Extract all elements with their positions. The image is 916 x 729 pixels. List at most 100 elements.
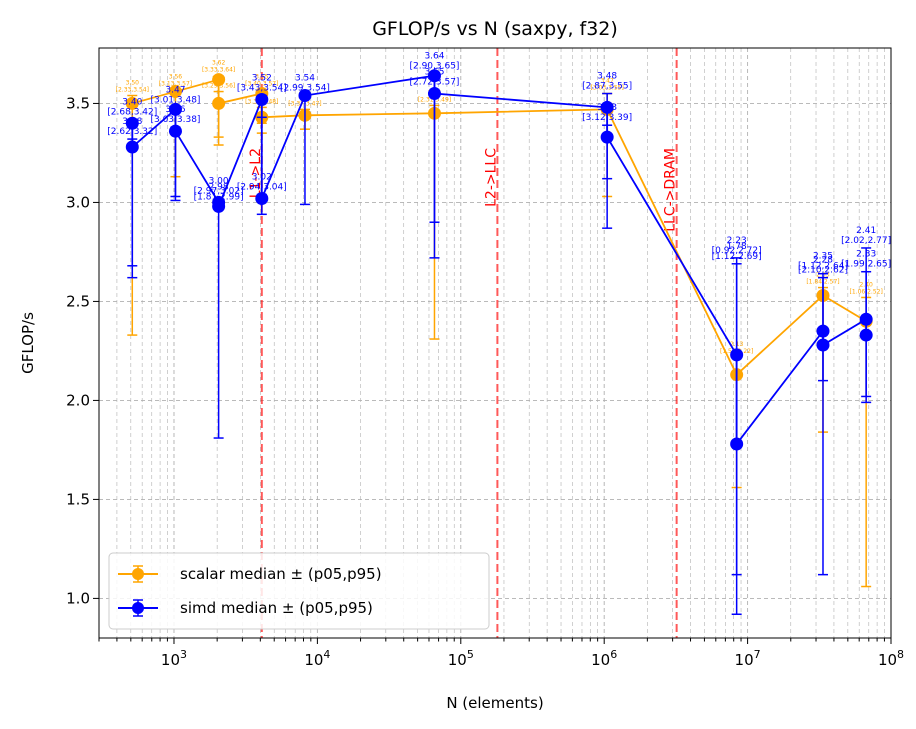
data-point [168,124,182,138]
legend-entry-scalar: scalar median ± (p05,p95) [118,565,382,583]
data-point [255,92,269,106]
legend-box [108,552,490,630]
data-label: 3.50 [212,76,226,83]
data-interval-label: [1.81,2.99] [194,192,244,202]
data-interval-label: [2.62,3.32] [107,127,157,137]
data-point [859,328,873,342]
data-interval-label: [3.13,3.57] [159,81,192,88]
data-label: 3.47 [165,85,185,95]
data-interval-label: [2.87,3.55] [582,82,632,92]
data-label: 3.40 [122,97,142,107]
data-point [212,73,226,87]
data-point [816,338,830,352]
data-interval-label: [3.43,3.54] [237,84,287,94]
data-point [212,96,226,110]
data-interval-label: [2.97,3.02] [194,186,244,196]
data-point [168,102,182,116]
y-axis-label: GFLOP/s [19,312,37,374]
data-point [125,116,139,130]
series-simd: 3.40[2.68,3.42]3.28[2.62,3.32]3.47[3.01,… [107,52,891,615]
data-interval-label: [3.01,3.48] [150,95,200,105]
data-label: 2.41 [856,226,876,236]
data-interval-label: [3.33,3.64] [202,67,235,74]
data-label: 2.33 [856,250,876,260]
x-tick-label: 104 [304,648,330,669]
data-point [125,140,139,154]
data-label: 2.35 [813,252,833,262]
data-label: 3.64 [424,52,444,62]
data-label: 3.50 [126,80,140,87]
data-interval-label: [2.10,2.62] [798,266,848,276]
cache-boundary-label: L1->L2 [248,148,264,198]
data-point [255,191,269,205]
y-tick-label: 2.5 [66,292,90,310]
data-point [730,437,744,451]
data-point [600,130,614,144]
data-point [298,89,312,103]
data-label: 3.47 [600,78,614,85]
data-interval-label: [1.12,2.69] [712,252,762,262]
data-point [427,87,441,101]
y-tick-label: 1.5 [66,490,90,508]
data-point [600,100,614,114]
data-label: 3.28 [122,117,142,127]
data-interval-label: [0.92,2.72] [712,246,762,256]
data-interval-label: [2.99,3.54] [280,84,330,94]
data-point [125,96,139,110]
data-label: 2.23 [727,236,747,246]
data-label: 2.98 [209,182,229,192]
x-axis-label: N (elements) [446,694,543,712]
legend-marker-simd [132,602,144,614]
data-interval-label: [2.90,3.65] [409,62,459,72]
data-label: 3.33 [597,103,617,113]
x-tick-label: 103 [161,648,187,669]
x-tick-label: 106 [591,648,617,669]
data-interval-label: [3.03,3.38] [150,115,200,125]
data-interval-label: [2.68,3.42] [107,107,157,117]
legend-marker-scalar [132,568,144,580]
y-tick-label: 3.0 [66,193,90,211]
legend-label-scalar: scalar median ± (p05,p95) [180,565,382,583]
data-interval-label: [2.94,3.04] [237,183,287,193]
data-interval-label: [2.72,3.57] [409,78,459,88]
data-interval-label: [3.03,3.55] [590,85,623,92]
data-label: 3.48 [597,72,617,82]
data-point [427,69,441,83]
y-axis: 1.0 1.5 2.0 2.5 3.0 3.5 [66,94,99,607]
legend: scalar median ± (p05,p95) simd median ± … [108,552,490,630]
x-tick-label: 105 [448,648,474,669]
data-label: 3.55 [255,74,269,81]
y-tick-label: 2.0 [66,391,90,409]
data-label: 3.62 [212,60,226,67]
y-tick-label: 1.0 [66,589,90,607]
data-label: 3.52 [252,74,272,84]
data-interval-label: [1.99,2.65] [841,260,891,270]
x-axis: 103 104 105 106 107 108 [98,638,904,669]
data-interval-label: [3.29,3.56] [202,83,235,90]
data-label: 3.02 [252,173,272,183]
series: 3.50[2.33,3.54]3.56[3.13,3.57]3.62[3.33,… [107,52,891,615]
data-point [168,85,182,99]
data-interval-label: [1.12,2.64] [798,262,848,272]
data-label: 3.54 [295,74,315,84]
data-interval-label: [3.12,3.39] [582,113,632,123]
legend-label-simd: simd median ± (p05,p95) [180,599,373,617]
data-point [212,199,226,213]
x-tick-label: 108 [878,648,904,669]
data-label: 2.28 [813,256,833,266]
data-label: 1.78 [727,242,747,252]
data-interval-label: [3.40,3.57] [245,81,278,88]
y-tick-label: 3.5 [66,94,90,112]
legend-entry-simd: simd median ± (p05,p95) [118,599,373,617]
cache-boundary-label: LLC->DRAM [663,148,679,232]
data-label: 3.56 [169,74,183,81]
plot-frame [98,47,892,639]
x-tick-label: 107 [735,648,761,669]
data-interval-label: [2.02,2.77] [841,236,891,246]
data-label: 3.00 [209,176,229,186]
series-line [132,78,867,377]
chart-title: GFLOP/s vs N (saxpy, f32) [372,18,618,40]
data-interval-label: [2.33,3.54] [116,87,149,94]
data-label: 3.36 [165,105,185,115]
